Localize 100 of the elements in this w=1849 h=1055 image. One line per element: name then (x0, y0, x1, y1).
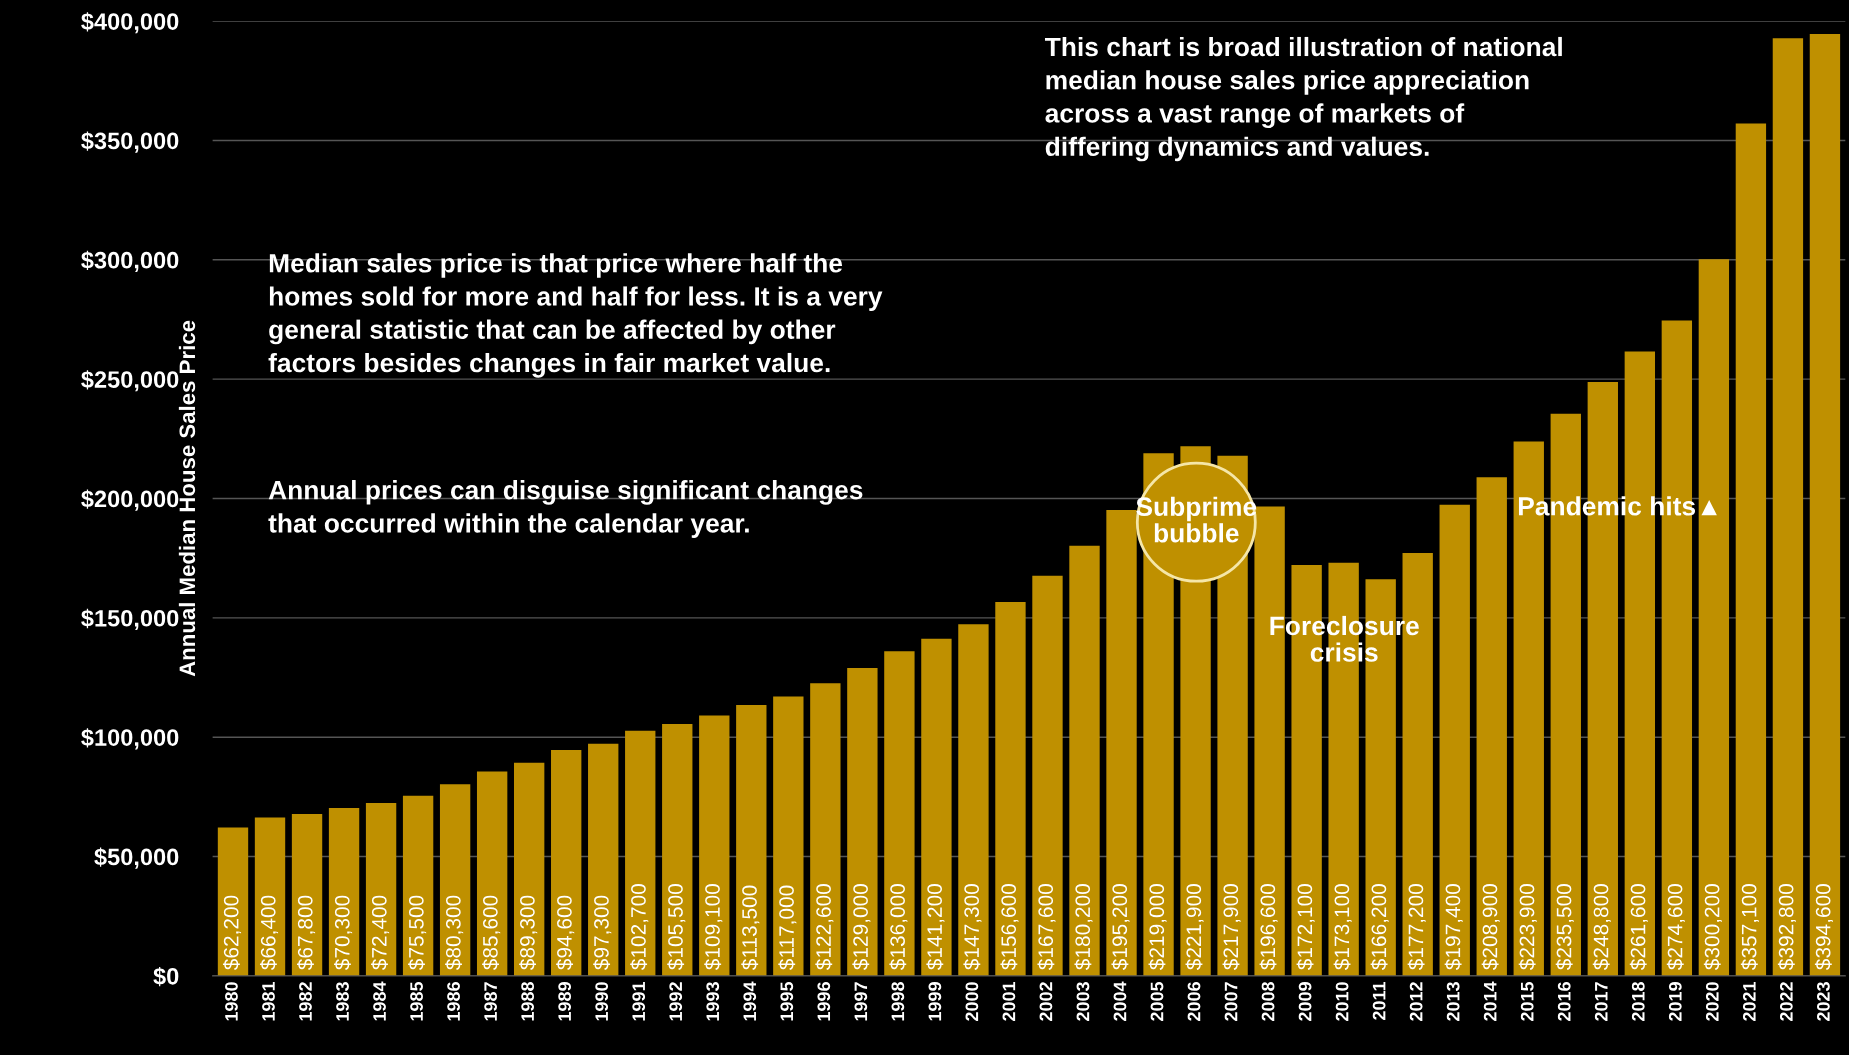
x-tick-label: 2014 (1483, 981, 1497, 1021)
x-tick-label: 1983 (336, 982, 349, 1021)
x-tick-label: 2019 (1668, 982, 1682, 1021)
x-tick-label: 2016 (1557, 982, 1571, 1021)
bar (662, 724, 693, 976)
data-label: $196,600 (1259, 884, 1278, 970)
x-tick-label: 2006 (1187, 982, 1201, 1021)
data-label: $166,200 (1370, 884, 1389, 970)
bar (1069, 545, 1100, 976)
bar (736, 704, 767, 976)
y-tick-label: $50,000 (94, 847, 179, 869)
annotation: Annual prices can disguise significant changes that occurred within the calendar year. (268, 480, 863, 538)
x-tick-label: 1981 (262, 981, 275, 1021)
data-label: $105,500 (667, 884, 686, 970)
x-tick-label: 1991 (632, 981, 646, 1021)
data-label: $62,200 (222, 895, 242, 970)
bar (588, 743, 619, 976)
x-tick-label: 1988 (521, 981, 535, 1021)
x-tick-label: 1987 (484, 982, 497, 1021)
data-label: $66,400 (259, 895, 279, 970)
x-tick-label: 1998 (891, 981, 905, 1021)
bar (921, 638, 952, 976)
x-tick-label: 2010 (1335, 982, 1349, 1021)
bar (513, 762, 545, 976)
bar (365, 803, 397, 976)
x-tick-label: 2007 (1224, 982, 1238, 1021)
x-tick-label: 1993 (706, 982, 720, 1021)
bar (291, 814, 323, 976)
data-label: $248,800 (1592, 884, 1611, 970)
data-label: $156,600 (1000, 884, 1019, 970)
bar (439, 784, 471, 976)
data-label: $217,900 (1222, 884, 1241, 970)
y-tick-label: $250,000 (81, 370, 179, 392)
x-tick-label: 1982 (299, 982, 312, 1021)
x-tick-label: 1996 (817, 982, 831, 1021)
x-tick-label: 1992 (669, 982, 683, 1021)
bar (773, 696, 804, 976)
data-label: $167,600 (1037, 884, 1056, 970)
data-label: $117,000 (778, 885, 797, 970)
data-label: $136,000 (889, 884, 908, 970)
data-label: $94,600 (556, 895, 575, 970)
x-tick-label: 2011 (1372, 981, 1386, 1020)
data-label: $177,200 (1407, 884, 1426, 970)
bar (1735, 123, 1767, 976)
data-label: $122,600 (815, 884, 834, 970)
data-label: $300,200 (1703, 884, 1722, 970)
x-tick-label: 1995 (780, 981, 794, 1021)
bar (1439, 504, 1470, 976)
x-tick-label: 2005 (1150, 981, 1164, 1021)
x-tick-label: 2021 (1742, 981, 1756, 1021)
x-tick-label: 2002 (1039, 982, 1053, 1021)
x-tick-label: 2020 (1705, 982, 1719, 1021)
data-label: $261,600 (1629, 884, 1648, 970)
data-label: $89,300 (519, 895, 538, 970)
x-tick-label: 1994 (743, 981, 757, 1021)
data-label: $223,900 (1518, 884, 1537, 970)
bar (1476, 477, 1507, 976)
x-tick-label: 2008 (1261, 981, 1275, 1021)
bar (476, 771, 508, 976)
bar (1809, 33, 1841, 976)
x-tick-label: 1985 (410, 981, 423, 1021)
bar (551, 750, 582, 976)
x-tick-label: 2012 (1409, 982, 1423, 1021)
data-label: $221,900 (1185, 884, 1204, 970)
data-label: $72,400 (371, 895, 390, 970)
data-label: $392,800 (1777, 884, 1796, 970)
y-tick-label: $200,000 (81, 489, 179, 511)
y-tick-label: $100,000 (81, 728, 179, 750)
data-label: $195,200 (1111, 884, 1130, 970)
x-tick-label: 1989 (558, 982, 572, 1021)
y-tick-label: $400,000 (81, 12, 179, 34)
x-tick-label: 2022 (1779, 982, 1793, 1021)
data-label: $97,300 (593, 895, 612, 970)
data-label: $141,200 (926, 884, 945, 970)
bar (1772, 38, 1804, 976)
x-tick-label: 2009 (1298, 982, 1312, 1021)
data-label: $75,500 (408, 895, 427, 970)
y-tick-label: $150,000 (81, 608, 179, 631)
data-label: $67,800 (297, 895, 316, 970)
x-tick-label: 1997 (854, 982, 868, 1021)
data-label: $172,100 (1296, 884, 1315, 970)
data-label: $235,500 (1555, 884, 1574, 970)
data-label: $113,500 (741, 885, 760, 970)
data-label: $357,100 (1740, 884, 1759, 970)
x-tick-label: 1990 (595, 982, 609, 1021)
data-label: $102,700 (630, 884, 649, 970)
x-tick-label: 1986 (447, 982, 460, 1021)
data-label: $70,300 (334, 895, 353, 970)
data-label: $219,000 (1148, 884, 1167, 970)
annotation: Median sales price is that price where half the homes sold for more and half for less. It is a very general statistic that can be affected by other factors besides changes in fair market value. (268, 253, 883, 378)
data-label: $80,300 (445, 895, 464, 970)
annotation: This chart is broad illustration of national median house sales price appreciation across a vast range of markets of differing dynamics and values. (1044, 36, 1562, 162)
x-tick-label: 1980 (225, 982, 238, 1021)
bar (810, 683, 841, 976)
data-label: $197,400 (1444, 884, 1463, 970)
data-label: $274,600 (1666, 884, 1685, 970)
x-tick-label: 2018 (1631, 981, 1645, 1021)
x-tick-label: 2015 (1520, 981, 1534, 1021)
bar (402, 795, 434, 976)
data-label: $180,200 (1074, 884, 1093, 970)
